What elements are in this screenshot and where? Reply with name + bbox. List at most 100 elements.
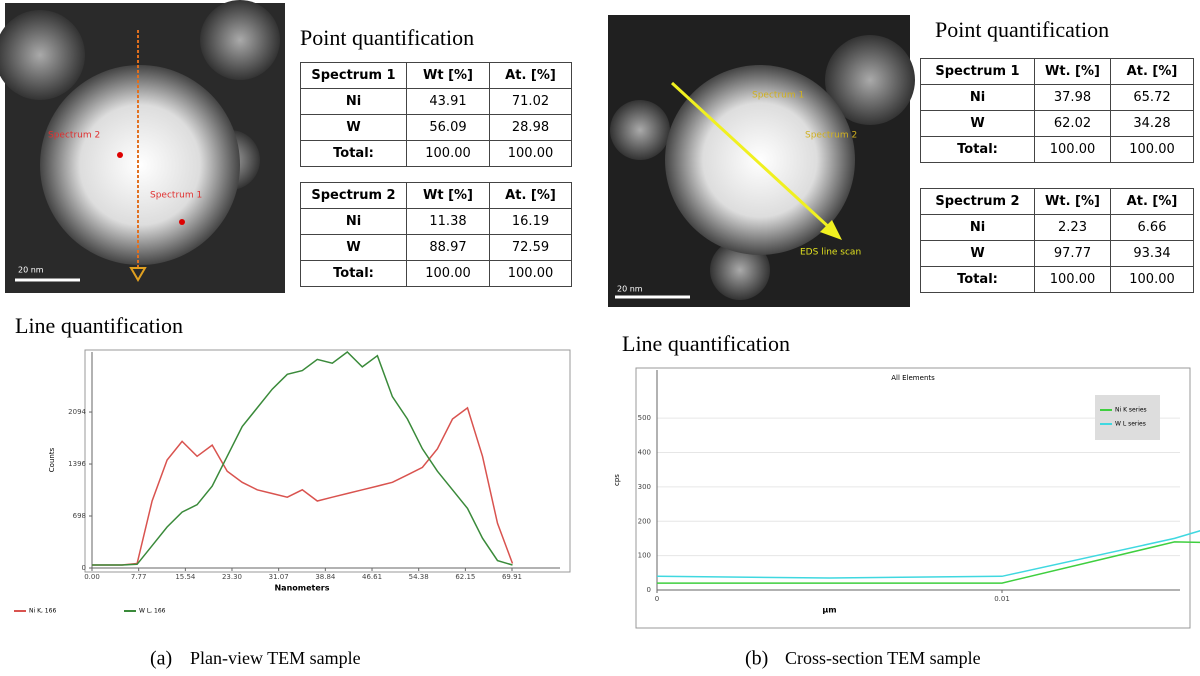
legend-label: W L series	[1115, 421, 1146, 428]
table-cell: 93.34	[1110, 240, 1194, 267]
table-cell: Total:	[300, 260, 407, 287]
table-cell: 37.98	[1034, 84, 1111, 111]
legend-label: Ni K, 166	[29, 608, 56, 615]
table-cell: At. [%]	[1110, 58, 1194, 85]
x-tick-label: 23.30	[222, 573, 242, 581]
table-cell: Ni	[300, 208, 407, 235]
table-cell: W	[920, 240, 1035, 267]
legend-label: Ni K series	[1115, 407, 1147, 414]
table-cell: 6.66	[1110, 214, 1194, 241]
table-cell: 34.28	[1110, 110, 1194, 137]
table-cell: Wt [%]	[406, 182, 490, 209]
table-cell: W	[920, 110, 1035, 137]
y-axis-label: Counts	[48, 447, 56, 472]
table-cell: 16.19	[489, 208, 572, 235]
x-tick-label: 46.61	[362, 573, 382, 581]
quant-table: Spectrum 2 Wt [%] At. [%] Ni 11.38 16.19 W 88.9…	[300, 182, 572, 287]
table-cell: 100.00	[1034, 266, 1111, 293]
table-cell: Wt. [%]	[1034, 188, 1111, 215]
table-cell: Spectrum 2	[300, 182, 407, 209]
spectrum-label: Spectrum 2	[805, 131, 857, 141]
spectrum-label: EDS line scan	[800, 248, 861, 258]
point-title: Point quantification	[935, 17, 1109, 42]
table-cell: W	[300, 114, 407, 141]
x-tick-label: 38.84	[315, 573, 336, 581]
y-axis-label: cps	[613, 474, 621, 486]
point-title: Point quantification	[300, 25, 474, 50]
scale-bar-label: 20 nm	[18, 266, 44, 275]
caption-label: (b)	[745, 648, 768, 670]
table-cell: 62.02	[1034, 110, 1111, 137]
line-title: Line quantification	[15, 313, 183, 338]
series-line	[92, 351, 513, 566]
scale-bar-label: 20 nm	[617, 285, 643, 294]
table-cell: 100.00	[406, 140, 490, 167]
legend-label: W L, 166	[139, 608, 166, 615]
table-cell: 100.00	[1110, 266, 1194, 293]
table-cell: 100.00	[1110, 136, 1194, 163]
x-tick-label: 54.38	[409, 573, 429, 581]
spectrum-label: Spectrum 2	[48, 131, 100, 141]
tem-image-b	[608, 15, 915, 307]
quant-table: Spectrum 2 Wt. [%] At. [%] Ni 2.23 6.66 W 97.77…	[920, 188, 1194, 293]
y-tick-label: 0	[82, 564, 86, 572]
table-cell: Ni	[300, 88, 407, 115]
spectrum-label: Spectrum 1	[150, 191, 202, 201]
x-tick-label: 31.07	[269, 573, 289, 581]
table-cell: 97.77	[1034, 240, 1111, 267]
spectrum-label: Spectrum 1	[752, 91, 804, 101]
table-cell: 100.00	[1034, 136, 1111, 163]
table-cell: Spectrum 1	[920, 58, 1035, 85]
table-cell: 43.91	[406, 88, 490, 115]
table-cell: Spectrum 1	[300, 62, 407, 89]
table-cell: 71.02	[489, 88, 572, 115]
y-tick-label: 0	[647, 586, 651, 594]
x-axis-label: µm	[822, 606, 836, 615]
y-tick-label: 500	[638, 414, 651, 422]
table-cell: Wt. [%]	[1034, 58, 1111, 85]
table-cell: Ni	[920, 84, 1035, 111]
table-cell: Ni	[920, 214, 1035, 241]
table-cell: 65.72	[1110, 84, 1194, 111]
legend-box	[1095, 395, 1160, 440]
x-tick-label: 0.00	[84, 573, 100, 581]
table-cell: At. [%]	[489, 182, 572, 209]
table-cell: At. [%]	[1110, 188, 1194, 215]
table-cell: 88.97	[406, 234, 490, 261]
table-cell: Total:	[920, 136, 1035, 163]
table-cell: At. [%]	[489, 62, 572, 89]
x-tick-label: 7.77	[131, 573, 147, 581]
y-tick-label: 2094	[68, 408, 86, 416]
y-tick-label: 300	[638, 483, 651, 491]
caption-label: (a)	[150, 648, 172, 670]
y-tick-label: 400	[638, 449, 651, 457]
x-tick-label: 62.15	[455, 573, 475, 581]
table-cell: W	[300, 234, 407, 261]
y-tick-label: 698	[73, 512, 86, 520]
y-tick-label: 200	[638, 517, 651, 525]
tem-image-a	[0, 0, 285, 293]
table-cell: 100.00	[489, 260, 572, 287]
table-cell: 100.00	[489, 140, 572, 167]
table-cell: Total:	[300, 140, 407, 167]
table-cell: 56.09	[406, 114, 490, 141]
series-line	[92, 406, 514, 566]
table-cell: 11.38	[406, 208, 490, 235]
chart-frame	[84, 349, 571, 573]
table-cell: 72.59	[489, 234, 572, 261]
table-cell: 2.23	[1034, 214, 1111, 241]
y-tick-label: 1396	[68, 460, 86, 468]
x-axis-label: Nanometers	[274, 584, 329, 593]
x-tick-label: 15.54	[175, 573, 196, 581]
y-tick-label: 100	[638, 552, 651, 560]
x-tick-label: 0.01	[994, 595, 1010, 603]
table-cell: Wt [%]	[406, 62, 490, 89]
caption-text: Plan-view TEM sample	[190, 648, 361, 668]
table-cell: Spectrum 2	[920, 188, 1035, 215]
x-tick-label: 69.91	[502, 573, 522, 581]
quant-table: Spectrum 1 Wt [%] At. [%] Ni 43.91 71.02 W 56.0…	[300, 62, 572, 167]
quant-table: Spectrum 1 Wt. [%] At. [%] Ni 37.98 65.72 W 62.…	[920, 58, 1194, 163]
caption-text: Cross-section TEM sample	[785, 648, 981, 668]
